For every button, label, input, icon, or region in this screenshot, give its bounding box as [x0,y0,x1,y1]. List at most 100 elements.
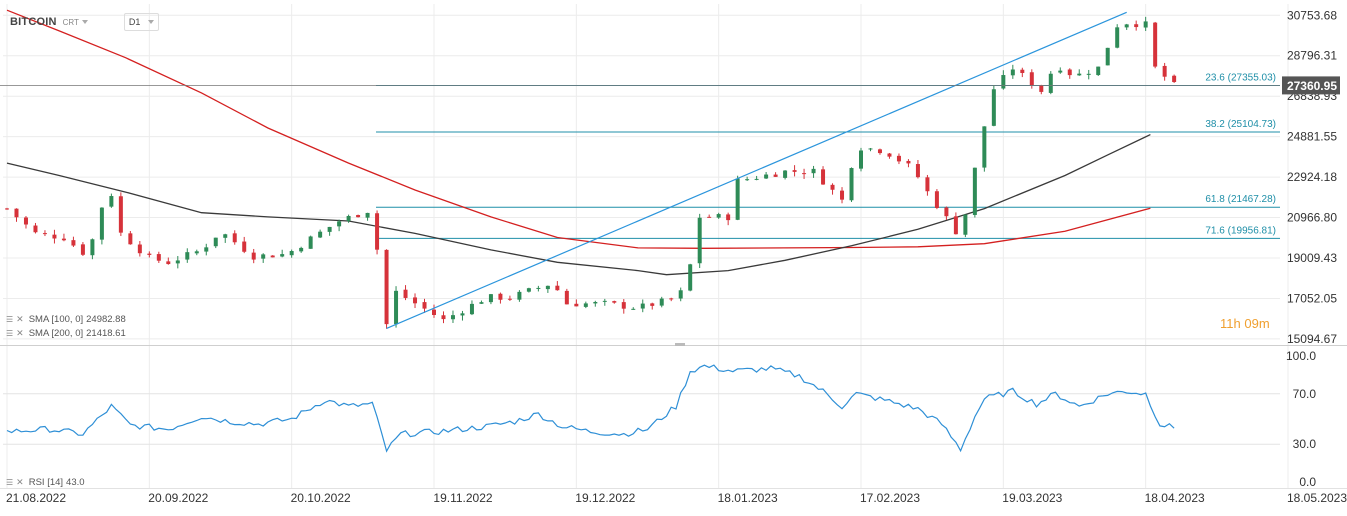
candle-body [394,290,399,325]
interval-label: D1 [128,17,141,27]
candle-body [1067,69,1072,76]
rsi-line [6,364,1175,453]
candle-body [242,241,247,252]
time-tick-label: 18.05.2023 [1287,491,1347,505]
candle-body [71,240,76,246]
candle-body [612,301,617,303]
close-icon[interactable]: ✕ [16,477,24,487]
fib-level-label: 71.6 (19956.81) [1205,225,1276,236]
close-icon[interactable]: ✕ [16,328,24,338]
symbol-name[interactable]: BITCOIN [10,16,57,28]
time-tick-label: 20.09.2022 [148,491,208,505]
candle-body [602,300,607,302]
settings-icon[interactable]: ☰ [6,315,14,324]
candle-body [868,148,873,150]
price-tick-label: 19009.43 [1287,251,1337,265]
candle-body [526,288,531,292]
price-tick-label: 24881.55 [1287,130,1337,144]
legend-sma200: ☰ ✕ SMA [200, 0] 21418.61 [6,328,126,339]
grid-layer [0,4,1347,489]
source-label: CRT [62,17,79,27]
candle-body [299,247,304,252]
time-tick-label: 19.12.2022 [575,491,635,505]
candle-body [659,298,664,306]
candle-body [688,264,693,291]
price-tick-label: 17052.05 [1287,291,1337,305]
candle-body [991,89,996,126]
fibonacci-levels: 23.6 (27355.03) 38.2 (25104.73) 61.8 (2146… [376,73,1280,239]
candle-body [1124,24,1129,28]
candle-body [726,214,731,221]
time-tick-label: 19.03.2023 [1002,491,1062,505]
candle-body [1162,65,1167,77]
candle-body [621,302,626,309]
time-tick-label: 21.08.2022 [6,491,66,505]
close-icon[interactable]: ✕ [16,314,24,324]
candle-body [80,244,85,255]
candle-body [583,303,588,307]
candle-body [1086,73,1091,75]
rsi-label: RSI [14] [28,477,64,488]
price-tick-label: 28796.31 [1287,49,1337,63]
candle-body [1058,70,1063,73]
candle-body [1048,73,1053,93]
candle-body [375,213,380,250]
candle-body [213,237,218,247]
interval-selector[interactable]: D1 [123,13,160,31]
candle-body [261,254,266,259]
ascending-trendline [386,11,1127,330]
candle-countdown: 11h 09m [1220,316,1270,331]
candle-body [403,289,408,298]
candle-body [33,225,38,233]
candle-body [128,233,133,245]
candle-body [821,169,826,185]
source-selector[interactable]: CRT [63,18,88,27]
candle-body [251,252,256,260]
candle-body [318,231,323,238]
candle-body [5,208,9,210]
candle-body [877,149,882,154]
candle-body [270,255,275,258]
candle-body [953,216,958,235]
last-price-value: 27360.95 [1287,79,1337,93]
candle-body [735,178,740,220]
candle-body [906,160,911,164]
fib-level-label: 38.2 (25104.73) [1205,119,1276,130]
rsi-tick-label: 100.0 [1286,349,1316,363]
time-tick-label: 18.01.2023 [718,491,778,505]
countdown-hours-unit: h [1233,316,1241,331]
sma200-line [6,9,1151,249]
price-axis: 30753.6828796.3126838.9324881.5522924.18… [0,8,1340,346]
candle-body [783,170,788,178]
candle-body [137,244,142,254]
candle-body [773,174,778,177]
candle-body [14,208,19,218]
candle-body [792,170,797,172]
candle-body [517,291,522,300]
candle-body [830,184,835,190]
candle-body [593,301,598,304]
candle-body [1001,75,1006,89]
candle-body [175,260,180,264]
candle-body [545,285,550,290]
candle-body [840,190,845,200]
candle-body [166,261,171,265]
candle-body [887,153,892,157]
settings-icon[interactable]: ☰ [6,329,14,338]
candle-body [488,294,493,303]
candle-body [507,298,512,300]
candle-body [697,217,702,264]
candle-body [289,251,294,256]
candle-body [469,303,474,315]
candle-body [460,313,465,316]
moving-averages [6,9,1151,276]
time-axis: 21.08.2022 20.09.2022 20.10.2022 19.11.2022… [6,491,1347,505]
candle-body [745,179,750,181]
settings-icon[interactable]: ☰ [6,478,14,487]
candle-body [536,287,541,289]
last-price-tag [1282,76,1340,95]
rsi-value: 43.0 [66,477,85,488]
candle-body [1134,24,1139,28]
candle-body [156,254,161,261]
